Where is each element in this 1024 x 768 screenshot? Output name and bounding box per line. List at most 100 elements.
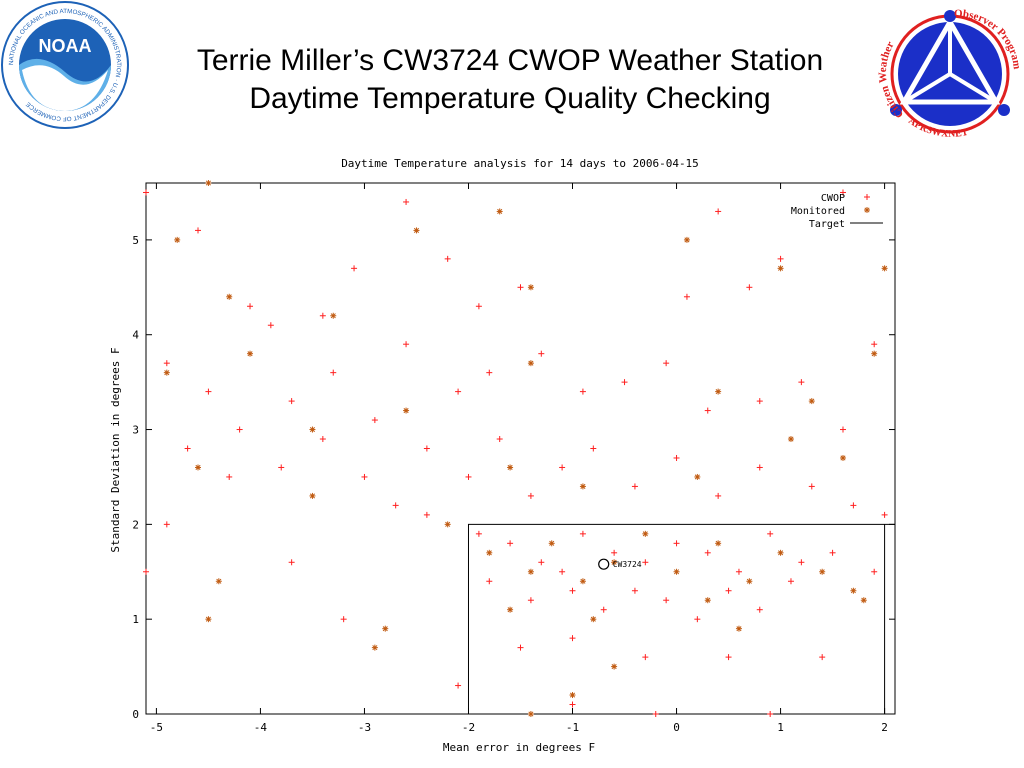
monitored-point [579, 483, 586, 490]
cwop-point [590, 445, 597, 452]
monitored-point [881, 265, 888, 272]
cwop-point [205, 388, 212, 395]
monitored-point [486, 549, 493, 556]
cwop-point [163, 360, 170, 367]
monitored-point [704, 597, 711, 604]
cwop-point [340, 616, 347, 623]
monitored-point [403, 407, 410, 414]
cwop-point [517, 644, 524, 651]
monitored-point [590, 616, 597, 623]
cwop-point [631, 587, 638, 594]
monitored-point [777, 549, 784, 556]
monitored-point [715, 388, 722, 395]
cwop-point [704, 549, 711, 556]
monitored-point [527, 360, 534, 367]
monitored-point [839, 454, 846, 461]
x-tick-label: -1 [566, 721, 579, 734]
y-tick-label: 4 [132, 329, 139, 342]
axis-ticks: -5 -4 -3 -2 -1 0 1 2 0 1 2 3 4 5 [132, 183, 895, 734]
x-tick-label: -2 [462, 721, 475, 734]
y-tick-label: 3 [132, 424, 139, 437]
cwop-point [808, 483, 815, 490]
monitored-point [330, 312, 337, 319]
cwop-point [267, 322, 274, 329]
cwop-point [767, 530, 774, 537]
plot-area [145, 182, 896, 715]
scatter-chart: Daytime Temperature analysis for 14 days… [109, 157, 896, 754]
cwop-point [143, 189, 149, 196]
cwop-point [319, 312, 326, 319]
x-axis-label: Mean error in degrees F [443, 741, 595, 754]
monitored-point [371, 644, 378, 651]
monitored-point [205, 616, 212, 623]
cwop-point [683, 293, 690, 300]
x-tick-label: -3 [358, 721, 371, 734]
cwop-point [756, 398, 763, 405]
cwop-point [319, 436, 326, 443]
cwop-point [767, 711, 774, 717]
cwop-point [288, 559, 295, 566]
monitored-point [611, 559, 618, 566]
cwop-point [517, 284, 524, 291]
target-line [467, 523, 895, 714]
cwop-point [569, 635, 576, 642]
data-points [143, 180, 888, 717]
monitored-point [527, 568, 534, 575]
cwop-point [871, 568, 878, 575]
cwop-point [361, 473, 368, 480]
monitored-point [673, 568, 680, 575]
cwop-point [538, 350, 545, 357]
monitored-point [683, 236, 690, 243]
cwop-point [881, 511, 888, 518]
legend-target-label: Target [809, 219, 845, 230]
cwop-point [798, 379, 805, 386]
monitored-point [195, 464, 202, 471]
monitored-point [247, 350, 254, 357]
cwop-point [621, 379, 628, 386]
slide-title: Terrie Miller’s CW3724 CWOP Weather Stat… [140, 42, 880, 118]
cwop-point [819, 654, 826, 661]
cwop-point [642, 559, 649, 566]
cwop-point [143, 568, 149, 575]
cwop-point [579, 388, 586, 395]
cwop-point [725, 587, 732, 594]
monitored-point [382, 625, 389, 632]
cwop-point [725, 654, 732, 661]
cwop-point [475, 530, 482, 537]
monitored-point [226, 293, 233, 300]
slide-title-line-2: Daytime Temperature Quality Checking [249, 82, 771, 115]
cwop-point [507, 540, 514, 547]
cwop-point [184, 445, 191, 452]
monitored-point [507, 606, 514, 613]
monitored-point [777, 265, 784, 272]
monitored-point [808, 398, 815, 405]
station-marker: CW3724 [598, 558, 642, 570]
legend-monitored: Monitored [791, 206, 870, 217]
noaa-bird-icon [22, 65, 108, 111]
cwop-triangle [899, 16, 1001, 105]
cwop-point [278, 464, 285, 471]
x-tick-label: 2 [881, 721, 888, 734]
x-tick-label: -5 [150, 721, 163, 734]
monitored-point [507, 464, 514, 471]
cwop-point [777, 255, 784, 262]
cwop-point [455, 388, 462, 395]
monitored-point [496, 208, 503, 215]
y-tick-label: 1 [132, 613, 139, 626]
cwop-point [798, 559, 805, 566]
cwop-point [704, 407, 711, 414]
monitored-point [569, 692, 576, 699]
cwop-point [579, 530, 586, 537]
cwop-point [850, 502, 857, 509]
monitored-point [215, 578, 222, 585]
monitored-point [413, 227, 420, 234]
cwop-point [403, 198, 410, 205]
cwop-point [829, 549, 836, 556]
cwop-point [455, 682, 462, 689]
station-label: CW3724 [613, 560, 642, 569]
station-circle [598, 558, 610, 570]
cwop-point [652, 711, 659, 717]
cwop-point [236, 426, 243, 433]
cwop-point [371, 417, 378, 424]
x-tick-label: 1 [777, 721, 784, 734]
